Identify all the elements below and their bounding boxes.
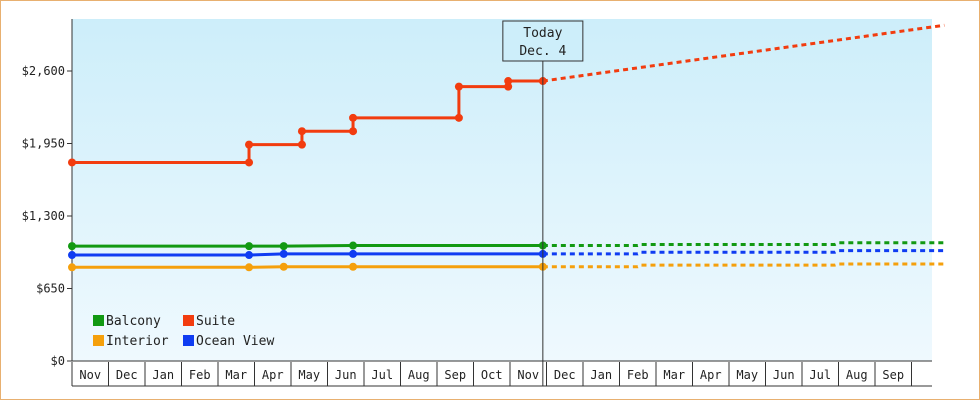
y-tick-label: $0	[51, 354, 65, 368]
x-tick-label: Dec	[116, 368, 138, 382]
y-tick-label: $650	[36, 282, 65, 296]
series-point	[297, 127, 306, 136]
x-tick-label: Apr	[700, 368, 722, 382]
today-label: Today	[523, 26, 562, 41]
x-tick-label: Mar	[663, 368, 685, 382]
series-forecast-line	[542, 23, 945, 83]
series-point	[245, 158, 254, 167]
legend-label: Ocean View	[196, 334, 274, 349]
x-tick-label: Jul	[371, 368, 393, 382]
series-line	[72, 244, 543, 248]
plot-background	[72, 19, 932, 361]
series-point	[245, 242, 254, 251]
series-point	[245, 140, 254, 149]
y-tick-label: $1,300	[22, 209, 65, 223]
x-tick-label: Sep	[444, 368, 466, 382]
x-tick-label: Apr	[262, 368, 284, 382]
series-point	[349, 262, 358, 271]
series-point	[349, 249, 358, 258]
x-tick-label: Jun	[773, 368, 795, 382]
x-tick-label: Sep	[882, 368, 904, 382]
x-tick-label: Jun	[335, 368, 357, 382]
series-point	[68, 242, 76, 251]
series-point	[349, 113, 358, 122]
x-tick-label: Aug	[408, 368, 430, 382]
legend-swatch	[183, 315, 194, 326]
series-point	[68, 158, 76, 167]
series-point	[454, 82, 463, 91]
legend-swatch	[183, 335, 194, 346]
series-point	[68, 263, 76, 272]
legend-swatch	[93, 315, 104, 326]
y-tick-label: $2,600	[22, 64, 65, 78]
legend-swatch	[93, 335, 104, 346]
x-tick-label: Feb	[189, 368, 211, 382]
series-point	[245, 263, 254, 272]
x-tick-label: Feb	[627, 368, 649, 382]
x-tick-label: May	[736, 368, 758, 382]
x-tick-label: Oct	[481, 368, 503, 382]
series-line	[72, 252, 543, 257]
series-point	[279, 249, 288, 258]
x-tick-label: Jul	[809, 368, 831, 382]
series-line	[72, 265, 543, 269]
series-point	[504, 77, 513, 86]
x-tick-label: May	[298, 368, 320, 382]
series-point	[349, 241, 358, 250]
series-point	[504, 82, 513, 91]
y-tick-label: $1,950	[22, 137, 65, 151]
series-point	[297, 140, 306, 149]
x-tick-label: Nov	[79, 368, 101, 382]
x-tick-label: Jan	[152, 368, 174, 382]
x-tick-label: Jan	[590, 368, 612, 382]
x-tick-label: Dec	[554, 368, 576, 382]
legend-label: Suite	[196, 314, 235, 329]
series-point	[279, 242, 288, 251]
today-date: Dec. 4	[519, 44, 566, 59]
x-tick-label: Mar	[225, 368, 247, 382]
series-point	[349, 127, 358, 136]
x-tick-label: Nov	[517, 368, 539, 382]
series-point	[68, 251, 76, 260]
series-point	[454, 113, 463, 122]
series-point	[245, 251, 254, 260]
legend-label: Interior	[106, 334, 169, 349]
today-callout-box	[502, 20, 584, 62]
x-tick-label: Aug	[846, 368, 868, 382]
series-point	[279, 262, 288, 271]
legend-label: Balcony	[106, 314, 161, 329]
